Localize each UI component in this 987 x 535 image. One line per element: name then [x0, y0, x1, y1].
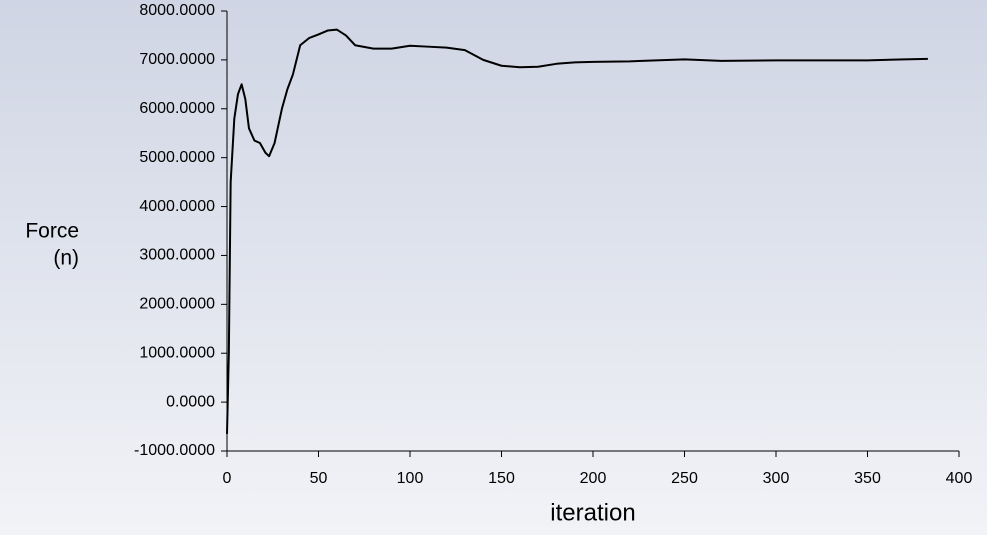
x-tick-label: 100 [397, 470, 424, 487]
x-tick-label: 150 [488, 470, 515, 487]
y-tick-label: -1000.0000 [134, 442, 215, 459]
x-tick-label: 300 [763, 470, 790, 487]
y-tick-label: 0.0000 [166, 393, 215, 410]
x-tick-label: 350 [854, 470, 881, 487]
y-tick-label: 6000.0000 [139, 100, 215, 117]
line-series [226, 28, 928, 434]
x-axis-label: iteration [550, 499, 635, 526]
x-tick-label: 200 [580, 470, 607, 487]
y-tick-label: 1000.0000 [139, 344, 215, 361]
x-tick-label: 250 [671, 470, 698, 487]
y-tick-label: 5000.0000 [139, 149, 215, 166]
y-tick-label: 2000.0000 [139, 296, 215, 313]
x-tick-label: 0 [223, 470, 232, 487]
y-axis-label: Force [25, 220, 79, 243]
x-tick-label: 50 [310, 470, 328, 487]
y-tick-label: 8000.0000 [139, 2, 215, 19]
y-axis-label: (n) [53, 247, 79, 270]
y-tick-label: 3000.0000 [139, 247, 215, 264]
y-tick-label: 4000.0000 [139, 198, 215, 215]
y-tick-label: 7000.0000 [139, 51, 215, 68]
x-tick-label: 400 [946, 470, 973, 487]
